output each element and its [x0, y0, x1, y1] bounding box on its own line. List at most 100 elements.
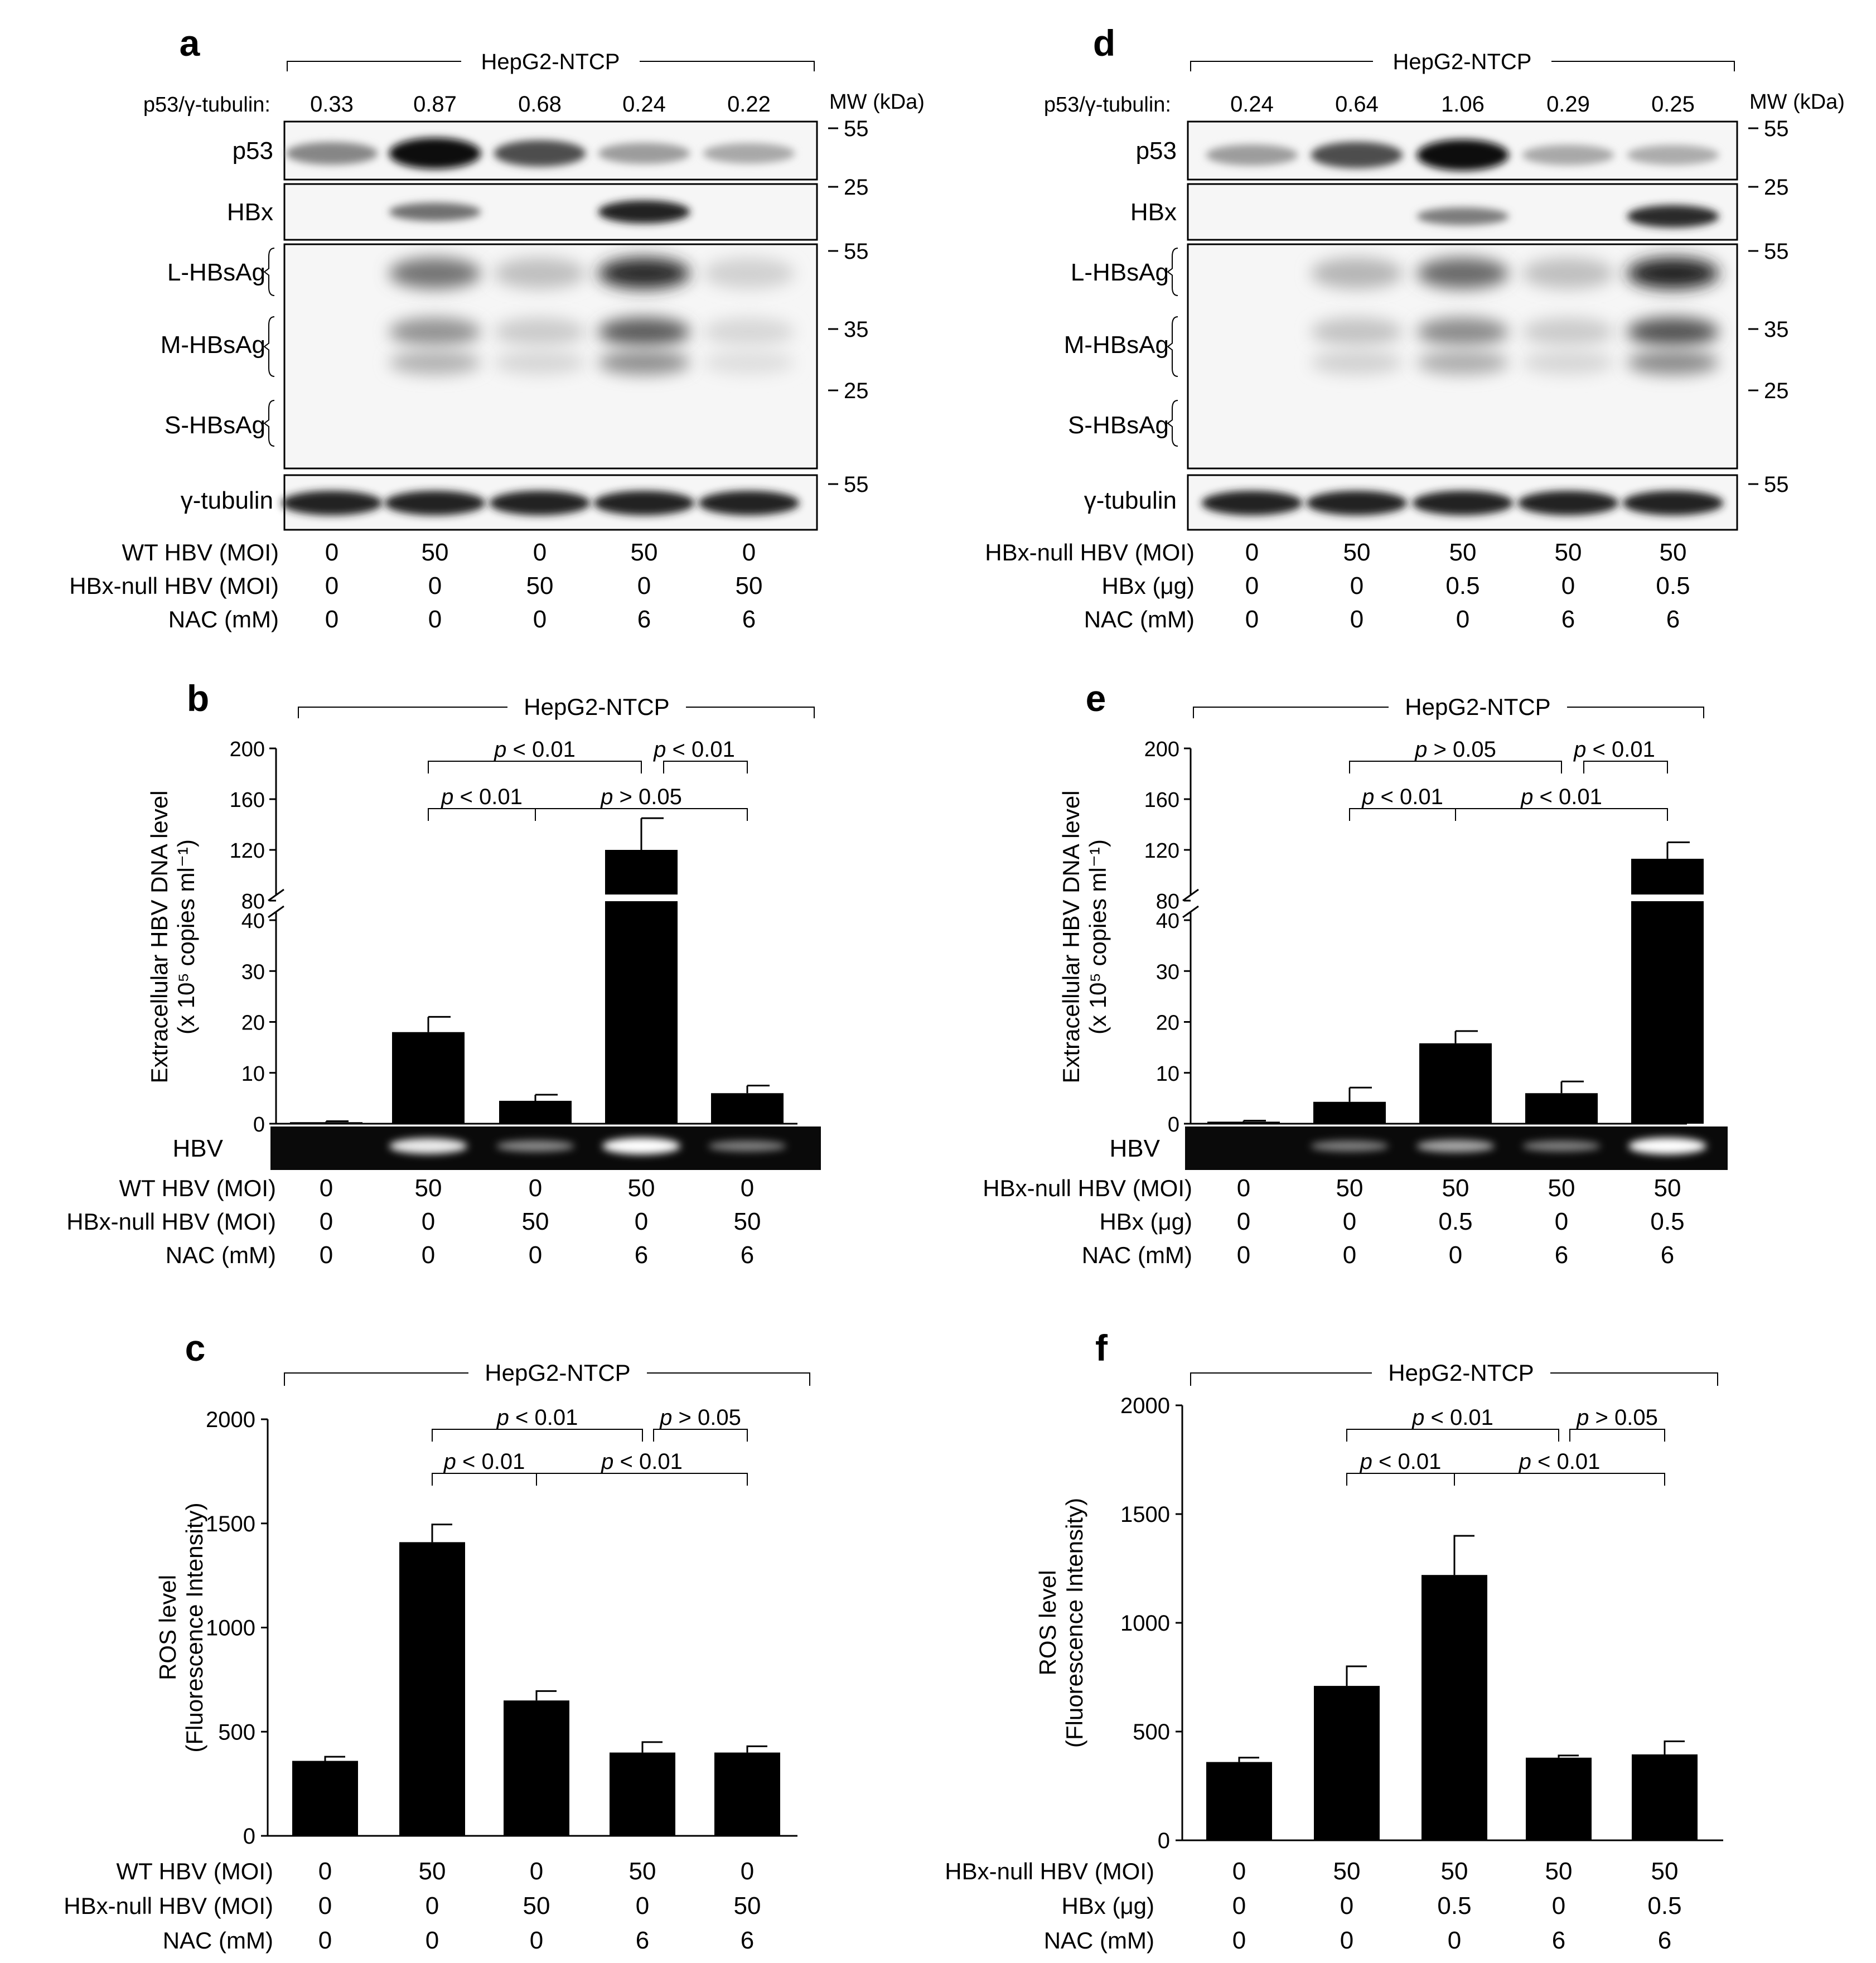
significance-bracket [536, 1473, 748, 1486]
m-hbsag-band-lower [1522, 350, 1614, 375]
ratio-value: 0.24 [1230, 92, 1274, 117]
p-value-label: p < 0.01 [496, 1405, 578, 1430]
condition-value: 0 [318, 1927, 332, 1954]
header-bracket [1190, 1372, 1718, 1386]
condition-value: 0 [533, 606, 547, 633]
bar [610, 1752, 675, 1836]
bar [499, 1100, 572, 1124]
p-value-label: p > 0.05 [1414, 737, 1496, 762]
hbx-band [389, 202, 481, 221]
condition-value: 0 [1552, 1892, 1565, 1920]
l-hbsag-band [598, 258, 690, 289]
condition-value: 6 [741, 1241, 754, 1269]
condition-value: 0 [533, 539, 547, 566]
error-bar [1453, 1535, 1474, 1575]
condition-value: 0 [1449, 1241, 1462, 1269]
condition-value: 0.5 [1445, 572, 1479, 599]
condition-value: 0.5 [1437, 1892, 1471, 1920]
header-label: HepG2-NTCP [1393, 50, 1532, 74]
m-hbsag-band [494, 317, 586, 346]
condition-value: 0 [325, 606, 339, 633]
hbsag-brace [263, 316, 275, 377]
condition-value: 0 [529, 1174, 542, 1202]
bar [1525, 1093, 1598, 1124]
condition-value: 0 [1232, 1892, 1246, 1920]
condition-value: 0 [741, 1858, 754, 1885]
condition-value: 0 [1232, 1927, 1246, 1954]
row-label-p53: p53 [1136, 137, 1177, 165]
significance-bracket [1569, 1429, 1665, 1442]
p53-band [1522, 144, 1614, 166]
l-hbsag-band [1416, 258, 1509, 289]
condition-value: 50 [1654, 1174, 1681, 1202]
mw-value: 55 [844, 472, 869, 497]
p-value-label: p < 0.01 [443, 1449, 525, 1474]
y-tick-label: 1500 [206, 1512, 255, 1536]
bar [1419, 1043, 1492, 1124]
error-bar [431, 1524, 452, 1543]
l-hbsag-band [1522, 258, 1614, 289]
mw-value: 25 [844, 175, 869, 200]
y-tick-label: 20 [241, 1012, 265, 1035]
y-tick-label: 0 [1168, 1113, 1179, 1137]
y-tick-label: 500 [1133, 1720, 1170, 1744]
p53-band [703, 143, 795, 164]
hbx-band [598, 200, 690, 224]
condition-value: 0 [1456, 606, 1469, 633]
mw-value: 25 [1764, 175, 1789, 200]
header-label: HepG2-NTCP [485, 1360, 630, 1386]
p53-band [598, 143, 690, 164]
y-axis-label-units: (x 10⁵ copies ml⁻¹) [173, 839, 199, 1034]
condition-value: 50 [734, 1208, 761, 1235]
p53-band [1311, 142, 1403, 168]
condition-value: 0 [1555, 1208, 1568, 1235]
hbsag-brace [263, 248, 275, 296]
row-label-m-hbsag: M-HBsAg [1064, 331, 1169, 359]
y-tick-label: 200 [230, 738, 265, 761]
panel-a: a HepG2-NTCP p53/γ-tubulin: 0.33 0.87 0.68 0.2… [69, 22, 925, 633]
condition-label: HBx-null HBV (MOI) [66, 1208, 276, 1235]
hbx-band [1416, 207, 1509, 225]
y-axis-label-units: (x 10⁵ copies ml⁻¹) [1085, 839, 1111, 1034]
ratio-value: 0.22 [727, 92, 771, 117]
panel-letter: e [1086, 678, 1106, 719]
bar [605, 850, 678, 1124]
error-bar [535, 1690, 557, 1701]
ratio-value: 0.68 [518, 92, 562, 117]
condition-value: 50 [1651, 1858, 1679, 1885]
significance-bracket [535, 808, 748, 821]
condition-value: 0 [1245, 606, 1259, 633]
tubulin-band [1517, 491, 1619, 515]
blot-box [283, 183, 818, 241]
y-tick-label: 80 [241, 890, 265, 913]
ratio-label: p53/γ-tubulin: [143, 93, 270, 117]
bar [290, 1122, 362, 1124]
condition-value: 50 [1548, 1174, 1575, 1202]
panel-letter: f [1095, 1327, 1108, 1369]
tubulin-band [281, 491, 383, 515]
bar [1313, 1101, 1386, 1124]
p-value-label: p < 0.01 [653, 737, 735, 762]
l-hbsag-band [1311, 258, 1403, 289]
error-bar [324, 1756, 345, 1761]
condition-value: 50 [1343, 539, 1371, 566]
y-tick-label: 1000 [1120, 1611, 1170, 1636]
gel-label: HBV [1110, 1135, 1161, 1162]
p-value-label: p < 0.01 [1573, 737, 1655, 762]
error-bar [1242, 1120, 1266, 1122]
y-axis-label: Extracellular HBV DNA level [146, 790, 172, 1083]
p-value-label: p < 0.01 [1411, 1405, 1493, 1430]
error-bar [1560, 1080, 1584, 1094]
m-hbsag-band [1416, 317, 1509, 346]
gel-band [708, 1140, 786, 1152]
y-axis-label-group: ROS level (Fluorescence Intensity) [1034, 1498, 1087, 1748]
condition-value: 0 [742, 539, 756, 566]
condition-value: 0 [1350, 606, 1364, 633]
y-tick-label: 30 [241, 960, 265, 984]
gel-band [1311, 1140, 1389, 1152]
condition-value: 50 [628, 1174, 655, 1202]
bar [292, 1761, 358, 1836]
mw-value: 35 [844, 317, 869, 342]
y-tick-label: 120 [1144, 839, 1179, 863]
